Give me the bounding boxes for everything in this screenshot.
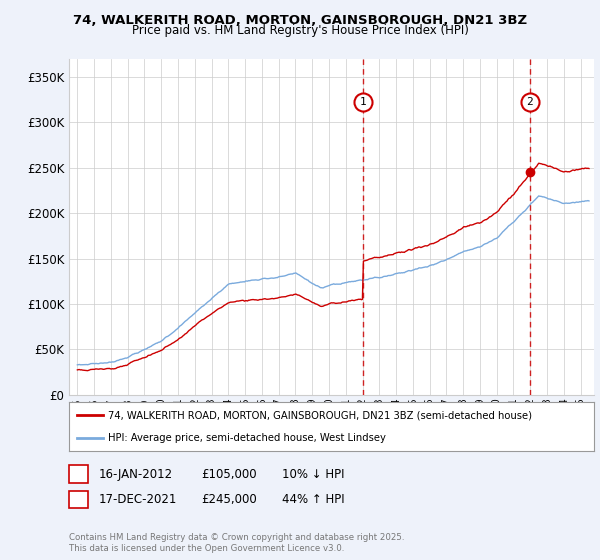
Text: 74, WALKERITH ROAD, MORTON, GAINSBOROUGH, DN21 3BZ: 74, WALKERITH ROAD, MORTON, GAINSBOROUGH… bbox=[73, 14, 527, 27]
Text: 44% ↑ HPI: 44% ↑ HPI bbox=[282, 493, 344, 506]
Text: 1: 1 bbox=[75, 468, 82, 481]
Text: 10% ↓ HPI: 10% ↓ HPI bbox=[282, 468, 344, 481]
Text: 16-JAN-2012: 16-JAN-2012 bbox=[99, 468, 173, 481]
Text: Price paid vs. HM Land Registry's House Price Index (HPI): Price paid vs. HM Land Registry's House … bbox=[131, 24, 469, 36]
Text: £105,000: £105,000 bbox=[201, 468, 257, 481]
Text: 2: 2 bbox=[75, 493, 82, 506]
Text: 1: 1 bbox=[360, 97, 367, 108]
Text: £245,000: £245,000 bbox=[201, 493, 257, 506]
Text: HPI: Average price, semi-detached house, West Lindsey: HPI: Average price, semi-detached house,… bbox=[109, 433, 386, 444]
Text: 17-DEC-2021: 17-DEC-2021 bbox=[99, 493, 178, 506]
Text: Contains HM Land Registry data © Crown copyright and database right 2025.
This d: Contains HM Land Registry data © Crown c… bbox=[69, 533, 404, 553]
Text: 74, WALKERITH ROAD, MORTON, GAINSBOROUGH, DN21 3BZ (semi-detached house): 74, WALKERITH ROAD, MORTON, GAINSBOROUGH… bbox=[109, 410, 532, 421]
Text: 2: 2 bbox=[526, 97, 533, 108]
